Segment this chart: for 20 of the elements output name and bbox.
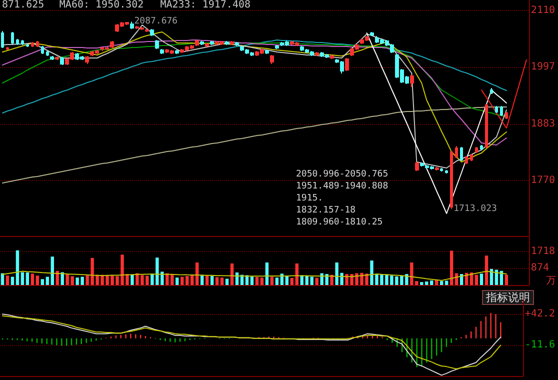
annotation: 2050.996-2050.765 xyxy=(296,170,388,180)
y-axis-title: 万 xyxy=(546,276,556,286)
y-tick-label: 1718 xyxy=(530,246,556,257)
y-tick-label: +42.2 xyxy=(524,308,556,320)
annotation: 指标说明 xyxy=(485,291,530,304)
y-tick-label: -11.6 xyxy=(524,340,556,350)
annotation: 871.625 xyxy=(2,0,44,10)
annotation: 1951.489-1940.808 xyxy=(296,182,388,192)
annotation: 1809.960-1810.25 xyxy=(296,218,383,228)
y-tick-label: 2110 xyxy=(530,5,556,16)
y-tick-label: 1883 xyxy=(530,118,556,130)
annotation: 2087.676 xyxy=(134,16,178,27)
y-tick-label: 1997 xyxy=(530,62,556,72)
annotation: MA60: 1950.302 xyxy=(59,0,144,10)
annotation: 1915. xyxy=(296,194,324,204)
y-tick-label: 1770 xyxy=(530,175,556,186)
annotation: 1832.157-18 xyxy=(296,206,356,216)
y-tick-label: 874 xyxy=(530,262,549,274)
annotation: 1713.023 xyxy=(454,204,497,214)
annotation: MA233: 1917.408 xyxy=(160,0,251,10)
